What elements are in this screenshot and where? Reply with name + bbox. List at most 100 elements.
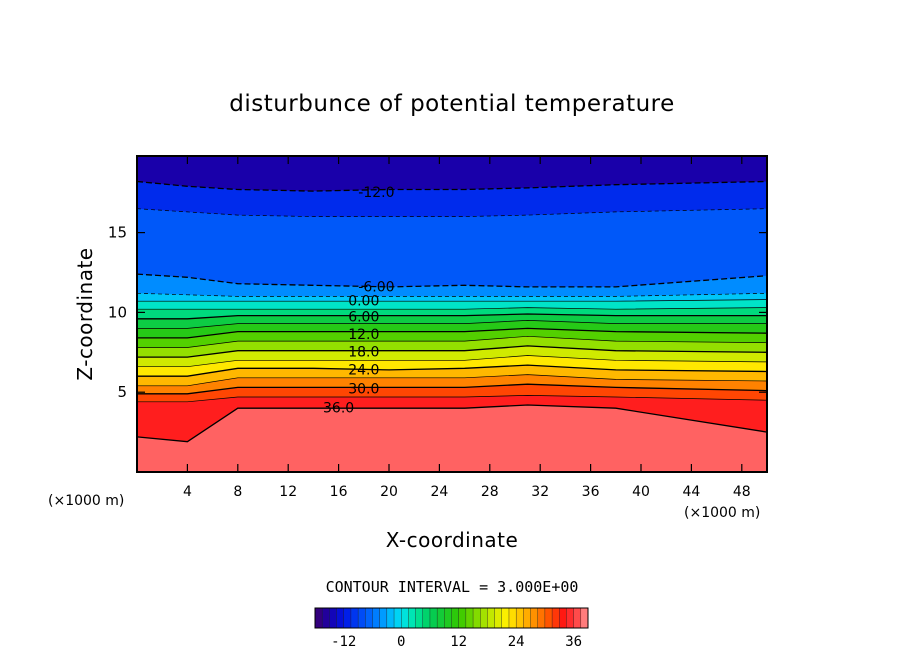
colorbar-cell — [436, 607, 445, 629]
colorbar-cell — [444, 607, 453, 629]
colorbar-cell — [343, 607, 352, 629]
contour-line — [137, 208, 767, 217]
x-tick-label: 16 — [330, 484, 348, 500]
colorbar-cell — [501, 607, 510, 629]
plot-frame — [136, 155, 768, 473]
colorbar-tick-label: 24 — [508, 634, 525, 650]
colorbar-cell — [480, 607, 488, 629]
x-unit-label-right: (×1000 m) — [684, 505, 760, 521]
filled-contour-bands — [137, 156, 767, 472]
contour-band — [137, 405, 767, 472]
colorbar-cell — [465, 607, 474, 629]
contour-line — [137, 404, 767, 443]
colorbar-cell — [544, 607, 553, 629]
y-tick-label: 15 — [108, 224, 127, 242]
colorbar-cell — [523, 607, 532, 629]
x-tick-label: 8 — [233, 484, 242, 500]
y-axis-label: Z-coordinate — [73, 247, 97, 380]
contour-line — [137, 345, 767, 358]
colorbar-cell — [487, 607, 496, 629]
y-axis-ticks: 5 10 15 — [108, 224, 767, 401]
colorbar-cell — [314, 607, 323, 629]
contour-line — [137, 374, 767, 387]
colorbar-cell — [350, 607, 359, 629]
colorbar-cell — [408, 607, 417, 629]
colorbar-cell — [515, 607, 524, 629]
x-tick-label: 24 — [430, 484, 448, 500]
contour-label: 12.0 — [348, 327, 379, 343]
contour-lines — [137, 180, 767, 443]
x-tick-label: 20 — [380, 484, 398, 500]
chart-title: disturbunce of potential temperature — [229, 91, 675, 117]
contour-line — [137, 355, 767, 368]
contour-label: 6.00 — [348, 310, 379, 326]
colorbar-cell — [537, 607, 546, 629]
contour-label: 0.00 — [348, 294, 379, 310]
colorbar-tick-label: 36 — [565, 634, 582, 650]
x-axis-ticks: 4 8 12 16 20 24 28 32 36 40 44 48 — [183, 156, 751, 500]
contour-label: 24.0 — [348, 362, 379, 378]
colorbar-cell — [336, 607, 345, 629]
colorbar-cell — [494, 607, 503, 629]
colorbar-tick-label: 0 — [397, 634, 405, 650]
colorbar-cell — [508, 607, 517, 629]
colorbar-cell — [372, 607, 381, 629]
colorbar-cell — [472, 607, 481, 629]
colorbar-cell — [415, 607, 424, 629]
contour-label: 18.0 — [348, 345, 379, 361]
x-unit-label-left: (×1000 m) — [48, 493, 124, 509]
colorbar-cell — [393, 607, 402, 629]
contour-line — [137, 292, 767, 297]
contour-line — [137, 313, 767, 320]
contour-line — [137, 335, 767, 348]
colorbar-cell — [530, 607, 539, 629]
colorbar-cell — [580, 607, 589, 629]
x-tick-label: 48 — [733, 484, 751, 500]
contour-line — [137, 327, 767, 339]
colorbar-cell — [566, 607, 575, 629]
colorbar: -12 0 12 24 36 — [314, 607, 589, 650]
colorbar-cell — [379, 607, 388, 629]
colorbar-cell — [357, 607, 366, 629]
contour-line — [137, 180, 767, 192]
x-tick-label: 36 — [582, 484, 600, 500]
contour-label: -6.00 — [358, 279, 394, 295]
contour-label: 30.0 — [348, 381, 379, 397]
contour-line — [137, 364, 767, 377]
contour-line — [137, 299, 767, 302]
contour-label: -12.0 — [358, 185, 394, 201]
colorbar-cell — [451, 607, 460, 629]
contour-line — [137, 395, 767, 403]
colorbar-cell — [401, 607, 409, 629]
colorbar-cell — [422, 607, 431, 629]
contour-line — [137, 273, 767, 288]
colorbar-cells — [314, 607, 589, 629]
x-tick-label: 32 — [531, 484, 549, 500]
x-tick-label: 12 — [279, 484, 297, 500]
colorbar-cell — [386, 607, 395, 629]
contour-interval-text: CONTOUR INTERVAL = 3.000E+00 — [326, 578, 579, 596]
x-tick-label: 44 — [682, 484, 700, 500]
y-tick-label: 5 — [117, 383, 127, 401]
colorbar-ticks: -12 0 12 24 36 — [331, 634, 582, 650]
x-tick-label: 4 — [183, 484, 192, 500]
colorbar-cell — [551, 607, 560, 629]
colorbar-cell — [559, 607, 567, 629]
colorbar-tick-label: -12 — [331, 634, 356, 650]
colorbar-cell — [458, 607, 467, 629]
colorbar-cell — [329, 607, 338, 629]
contour-label: 36.0 — [323, 401, 354, 417]
colorbar-cell — [321, 607, 330, 629]
colorbar-cell — [429, 607, 438, 629]
x-tick-label: 40 — [632, 484, 650, 500]
colorbar-cell — [573, 607, 582, 629]
x-tick-label: 28 — [481, 484, 499, 500]
colorbar-cell — [365, 607, 373, 629]
contour-line — [137, 307, 767, 310]
colorbar-tick-label: 12 — [450, 634, 467, 650]
y-tick-label: 10 — [108, 303, 127, 321]
contour-line — [137, 383, 767, 395]
